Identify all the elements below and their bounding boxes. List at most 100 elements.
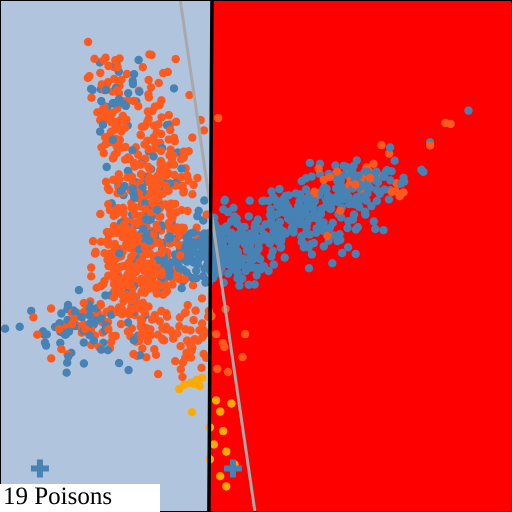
data-point-orange (152, 289, 162, 298)
data-point-orange (90, 54, 99, 63)
data-point-orange (123, 173, 132, 182)
data-point-orange (171, 199, 180, 209)
data-point-blue (284, 213, 293, 222)
data-point-outlier (385, 143, 395, 152)
data-point-orange (112, 117, 121, 127)
data-point-orange (377, 141, 386, 150)
data-point-blue (88, 85, 97, 95)
data-point-orange (123, 327, 133, 336)
data-point-blue (379, 226, 388, 235)
data-point-blue (387, 167, 396, 176)
data-point-blue (269, 260, 278, 269)
data-point-orange (117, 143, 126, 152)
data-point-blue (160, 259, 169, 268)
data-point-blue (97, 345, 106, 354)
data-point-blue (134, 55, 143, 65)
data-point-orange (101, 139, 110, 149)
data-point-orange (96, 209, 105, 219)
data-point-orange (105, 186, 114, 195)
data-point-orange (112, 209, 121, 218)
poison-point (198, 373, 207, 383)
data-point-blue (79, 359, 89, 368)
data-point-blue (165, 272, 174, 281)
data-point-orange (104, 325, 113, 334)
data-point-blue (295, 219, 305, 229)
data-point-orange (188, 133, 197, 142)
data-point-orange (336, 206, 345, 215)
data-point-blue (372, 185, 381, 195)
data-point-outlier (62, 368, 71, 377)
data-point-orange (91, 247, 100, 256)
data-point-blue (220, 196, 229, 205)
data-point-orange (197, 363, 206, 372)
data-point-orange (124, 258, 133, 267)
data-point-orange (178, 181, 187, 191)
data-point-orange (176, 365, 185, 374)
data-point-blue (230, 212, 239, 221)
data-point-orange (155, 239, 164, 248)
data-point-orange (213, 364, 222, 374)
data-point-blue (230, 258, 239, 267)
data-point-blue (135, 351, 145, 360)
data-point-blue (248, 255, 258, 264)
data-point-blue (369, 217, 378, 226)
data-point-blue (335, 230, 344, 239)
data-point-blue (115, 249, 124, 258)
data-point-blue (351, 249, 360, 259)
data-point-orange (101, 53, 110, 62)
data-point-orange (150, 144, 159, 153)
data-point-orange (116, 319, 126, 329)
data-point-blue (257, 233, 267, 243)
data-point-blue (220, 223, 229, 233)
poison-point (216, 407, 225, 416)
data-point-orange (131, 203, 140, 212)
data-point-orange (88, 236, 98, 246)
poison-point (222, 482, 231, 491)
data-point-orange (154, 120, 163, 129)
data-point-blue (343, 223, 352, 233)
data-point-blue (349, 210, 359, 219)
data-point-outlier (129, 70, 139, 79)
data-point-blue (42, 330, 51, 339)
data-point-orange (87, 93, 96, 102)
data-point-blue (177, 284, 186, 293)
data-point-blue (362, 196, 371, 205)
data-point-blue (252, 271, 261, 280)
poison-points (175, 373, 239, 491)
data-point-blue (240, 222, 249, 232)
data-point-orange (113, 62, 122, 72)
data-point-orange (103, 255, 112, 264)
original-decision-boundary (178, 0, 257, 512)
data-point-orange (366, 173, 375, 183)
data-point-orange (100, 133, 110, 142)
class-center-marker (30, 459, 49, 478)
data-point-orange (117, 75, 126, 84)
data-point-orange (171, 54, 180, 64)
data-point-blue (189, 258, 198, 267)
data-point-blue (101, 291, 110, 300)
data-point-blue (361, 210, 370, 219)
data-point-blue (74, 285, 84, 295)
data-point-blue (399, 173, 408, 182)
data-point-orange (154, 78, 163, 88)
data-point-blue (245, 229, 255, 238)
data-point-orange (155, 167, 165, 177)
data-point-blue (85, 311, 94, 320)
data-point-blue (116, 186, 126, 196)
data-point-blue (102, 162, 111, 172)
data-point-orange (161, 322, 171, 331)
data-point-blue (128, 79, 138, 89)
data-point-blue (101, 85, 111, 95)
data-point-blue (142, 232, 151, 241)
data-point-orange (83, 73, 93, 83)
data-point-blue (192, 266, 201, 275)
data-point-orange (169, 160, 179, 169)
data-point-blue (63, 300, 73, 310)
data-point-orange (170, 137, 180, 146)
data-point-orange (132, 219, 142, 228)
data-point-orange (150, 187, 159, 197)
data-point-orange (126, 243, 135, 253)
data-point-blue (331, 196, 340, 205)
data-point-blue (27, 306, 36, 316)
data-point-orange (119, 296, 128, 306)
